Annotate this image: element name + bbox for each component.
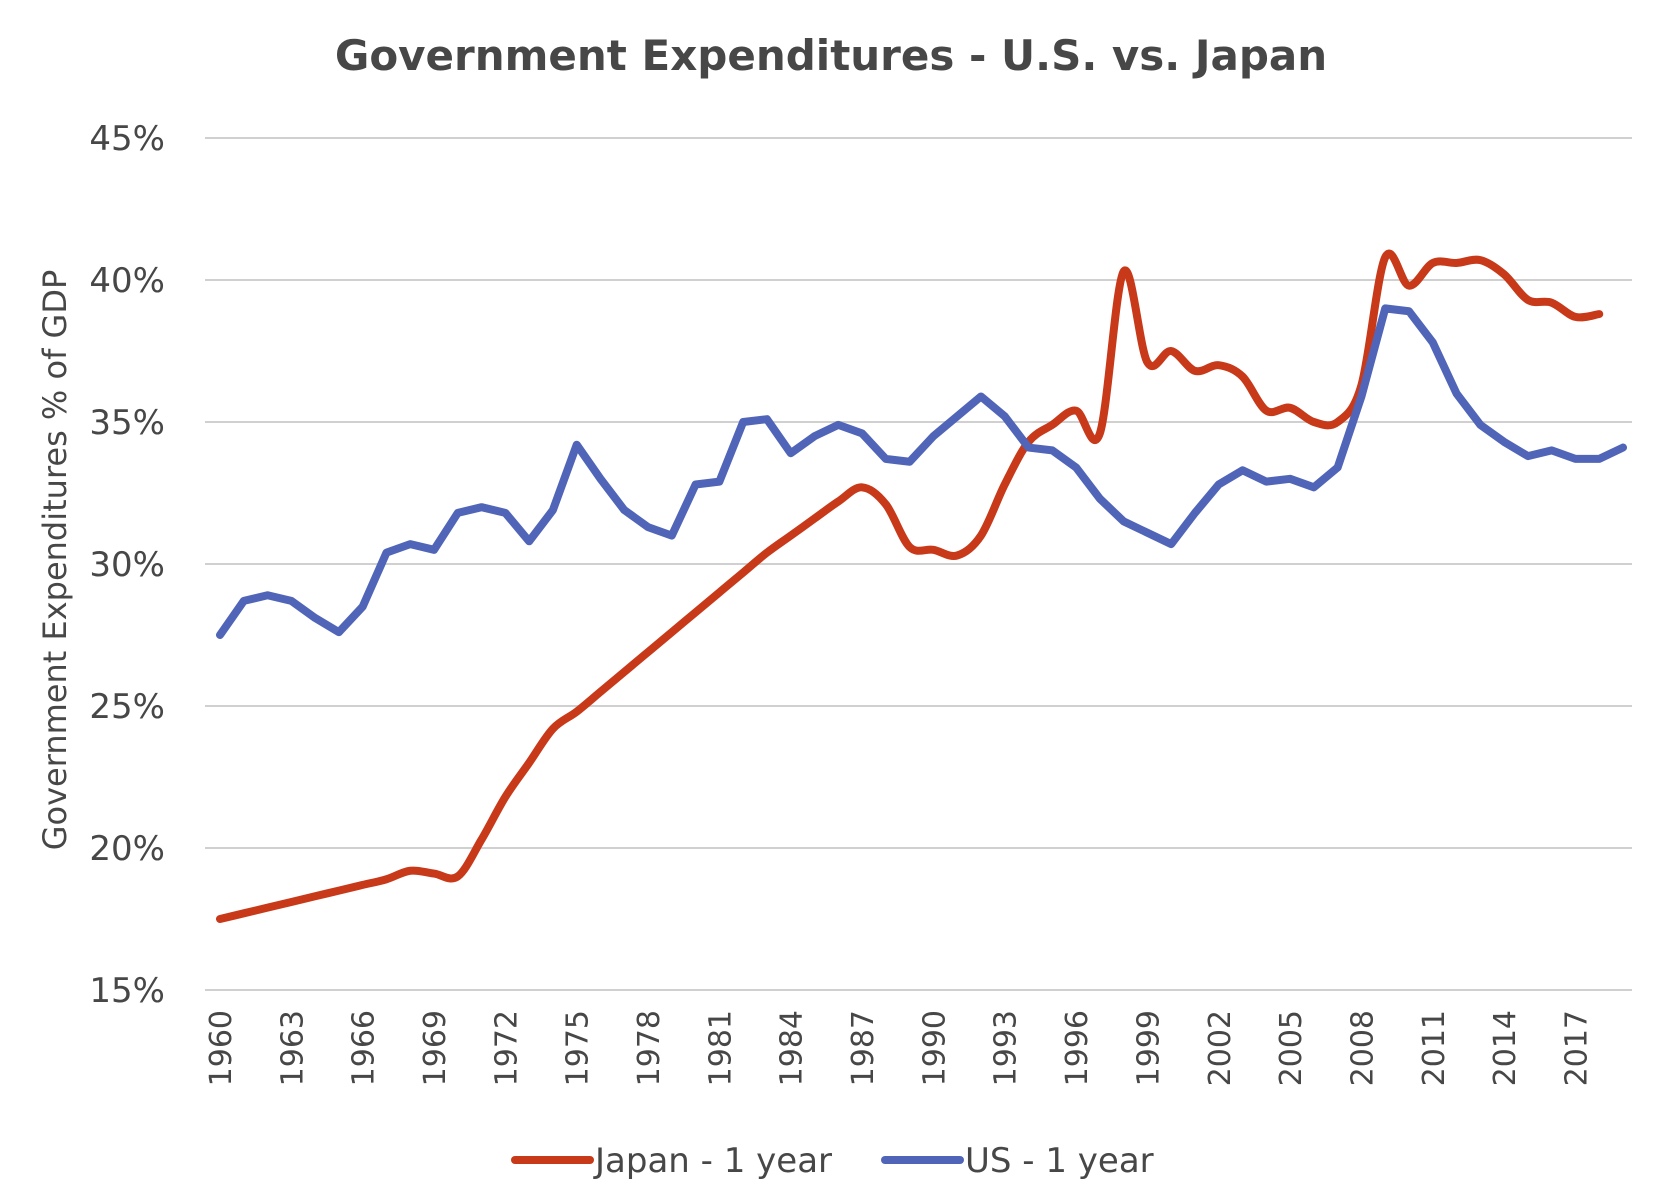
x-tick-label: 1978 [632, 1010, 667, 1086]
chart-title: Government Expenditures - U.S. vs. Japan [335, 31, 1327, 80]
x-tick-label: 2011 [1417, 1010, 1452, 1086]
y-axis-label: Government Expenditures % of GDP [36, 270, 74, 851]
x-tick-label: 1972 [489, 1010, 524, 1086]
x-tick-label: 2005 [1274, 1010, 1309, 1086]
y-tick-label: 30% [89, 545, 165, 585]
x-tick-label: 1984 [775, 1010, 810, 1086]
x-tick-label: 1996 [1060, 1010, 1095, 1086]
legend: Japan - 1 year US - 1 year [511, 1141, 1154, 1181]
x-tick-label: 1966 [347, 1010, 382, 1086]
x-tick-label: 1981 [703, 1010, 738, 1086]
y-tick-label: 25% [89, 687, 165, 727]
y-tick-label: 40% [89, 261, 165, 301]
y-tick-label: 45% [89, 119, 165, 159]
y-axis-ticks: 15% 20% 25% 30% 35% 40% 45% [89, 119, 165, 1011]
y-tick-label: 20% [89, 829, 165, 869]
x-tick-label: 1987 [846, 1010, 881, 1086]
y-tick-label: 35% [89, 403, 165, 443]
x-tick-label: 2014 [1488, 1010, 1523, 1086]
x-tick-label: 2002 [1203, 1010, 1238, 1086]
legend-item-us[interactable]: US - 1 year [881, 1141, 1154, 1181]
x-tick-label: 1993 [989, 1010, 1024, 1086]
x-tick-label: 1969 [418, 1010, 453, 1086]
x-axis-ticks: 1960 1963 1966 1969 1972 1975 1978 1981 1984 1987… [204, 1010, 1594, 1086]
series-line-japan [216, 249, 1604, 923]
series-line-us [216, 304, 1628, 639]
x-tick-label: 1999 [1131, 1010, 1166, 1086]
legend-item-japan[interactable]: Japan - 1 year [511, 1141, 832, 1181]
x-tick-label: 2017 [1559, 1010, 1594, 1086]
x-tick-label: 1960 [204, 1010, 239, 1086]
series-lines [216, 249, 1628, 923]
gridlines [205, 137, 1632, 991]
legend-label: Japan - 1 year [593, 1141, 832, 1181]
x-tick-label: 1990 [917, 1010, 952, 1086]
x-tick-label: 1975 [561, 1010, 596, 1086]
x-tick-label: 1963 [275, 1010, 310, 1086]
legend-label: US - 1 year [965, 1141, 1154, 1181]
x-tick-label: 2008 [1345, 1010, 1380, 1086]
y-tick-label: 15% [89, 971, 165, 1011]
